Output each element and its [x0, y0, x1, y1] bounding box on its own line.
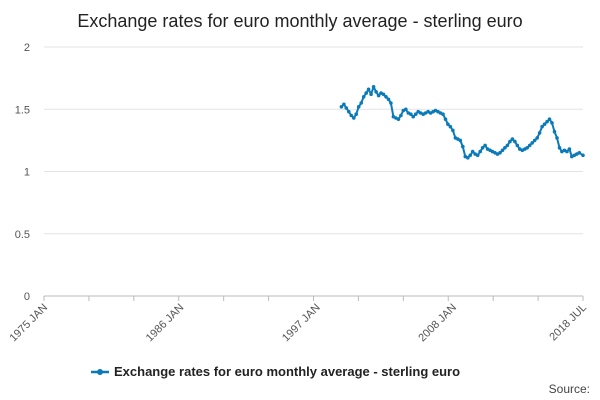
x-tick-label: 2018 JUL — [547, 302, 589, 344]
legend-label: Exchange rates for euro monthly average … — [114, 364, 460, 379]
data-point[interactable] — [565, 149, 569, 154]
data-point[interactable] — [409, 112, 413, 116]
data-point[interactable] — [545, 119, 549, 124]
data-point[interactable] — [404, 107, 408, 112]
data-point[interactable] — [513, 139, 517, 144]
data-point[interactable] — [443, 117, 448, 121]
x-tick-label: 1997 JAN — [280, 302, 323, 345]
data-point[interactable] — [366, 87, 371, 92]
data-point[interactable] — [461, 144, 465, 149]
y-tick-label: 0.5 — [15, 229, 30, 241]
data-point[interactable] — [557, 146, 562, 150]
data-point[interactable] — [386, 97, 391, 102]
x-tick-label: 1986 JAN — [144, 302, 187, 345]
data-point[interactable] — [369, 92, 373, 97]
data-point[interactable] — [359, 101, 364, 105]
data-point[interactable] — [361, 95, 366, 99]
data-point[interactable] — [530, 141, 534, 145]
data-point[interactable] — [527, 143, 532, 148]
data-point[interactable] — [364, 91, 369, 95]
data-point[interactable] — [344, 106, 349, 110]
data-point[interactable] — [468, 153, 473, 158]
x-tick-label: 2008 JAN — [416, 302, 459, 345]
data-point[interactable] — [458, 138, 463, 143]
y-axis-ticks: 0 0.5 1 1.5 2 — [15, 42, 30, 303]
data-point[interactable] — [540, 124, 544, 129]
data-point[interactable] — [555, 136, 559, 140]
data-point[interactable] — [399, 113, 403, 118]
y-tick-label: 1.5 — [15, 104, 30, 116]
data-point[interactable] — [342, 102, 346, 107]
chart-title: Exchange rates for euro monthly average … — [77, 11, 522, 31]
data-point[interactable] — [532, 138, 537, 143]
data-point[interactable] — [537, 131, 542, 135]
data-point[interactable] — [567, 147, 572, 151]
data-point[interactable] — [480, 146, 485, 150]
legend-marker-icon — [97, 369, 103, 375]
data-point[interactable] — [446, 122, 450, 126]
data-point[interactable] — [525, 146, 529, 150]
data-point[interactable] — [547, 117, 552, 121]
data-point[interactable] — [376, 93, 381, 98]
data-point[interactable] — [339, 105, 344, 109]
data-point[interactable] — [413, 112, 418, 116]
data-point[interactable] — [396, 117, 401, 121]
data-point[interactable] — [384, 95, 388, 99]
data-point[interactable] — [448, 124, 453, 129]
data-point[interactable] — [500, 148, 505, 153]
series-layer — [339, 85, 585, 160]
data-point[interactable] — [352, 116, 356, 120]
data-point[interactable] — [581, 153, 585, 158]
data-point[interactable] — [470, 149, 475, 154]
source-link[interactable]: Source: — [549, 382, 590, 396]
data-point[interactable] — [505, 143, 510, 148]
x-axis-ticks: 1975 JAN 1986 JAN 1997 JAN 2008 JAN 2018 JUL — [7, 296, 589, 344]
data-point[interactable] — [451, 128, 455, 133]
data-point[interactable] — [577, 151, 582, 155]
data-point[interactable] — [371, 85, 376, 89]
y-tick-label: 2 — [24, 42, 30, 54]
data-point[interactable] — [347, 109, 351, 114]
data-point[interactable] — [349, 113, 354, 118]
data-point[interactable] — [535, 136, 539, 140]
data-point[interactable] — [356, 105, 361, 109]
data-point[interactable] — [389, 101, 393, 105]
data-point[interactable] — [483, 143, 487, 148]
data-point[interactable] — [503, 146, 507, 150]
data-point[interactable] — [542, 122, 547, 126]
data-point[interactable] — [374, 90, 378, 94]
data-point[interactable] — [478, 149, 483, 154]
y-tick-label: 0 — [24, 291, 30, 303]
data-point[interactable] — [515, 143, 520, 148]
data-point[interactable] — [411, 114, 416, 119]
x-tick-label: 1975 JAN — [7, 302, 50, 345]
y-tick-label: 1 — [24, 167, 30, 179]
data-point[interactable] — [441, 112, 445, 116]
data-point[interactable] — [550, 121, 554, 125]
data-point[interactable] — [498, 151, 502, 155]
data-point[interactable] — [508, 139, 512, 144]
gridlines — [44, 46, 583, 297]
data-point[interactable] — [552, 129, 557, 134]
data-point[interactable] — [510, 137, 515, 141]
data-point[interactable] — [466, 156, 470, 160]
data-point[interactable] — [475, 153, 480, 158]
legend[interactable]: Exchange rates for euro monthly average … — [91, 364, 460, 379]
data-point[interactable] — [354, 112, 359, 116]
data-point[interactable] — [381, 92, 386, 97]
